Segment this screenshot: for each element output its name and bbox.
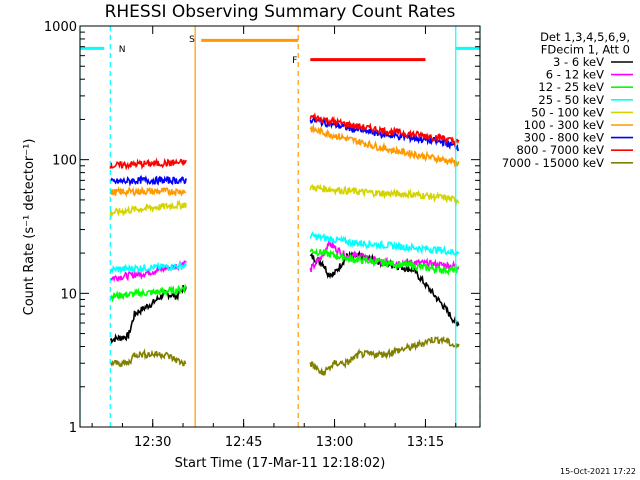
plot-frame	[79, 25, 481, 428]
legend-label-3: 12 - 25 keV	[538, 80, 604, 94]
y-tick-label-3: 100	[52, 154, 77, 169]
legend-label-8: 800 - 7000 keV	[516, 143, 604, 157]
legend-label-2: 6 - 12 keV	[546, 68, 604, 82]
x-axis-label: Start Time (17-Mar-11 12:18:02)	[175, 456, 386, 471]
x-tick-label-3: 13:00	[316, 435, 353, 450]
flag-s: S	[189, 35, 195, 45]
footer-date: 15-Oct-2021 17:22	[560, 467, 636, 476]
series-line-4	[109, 231, 460, 275]
series-line-6	[109, 123, 460, 198]
axes: 12:30 12:45 13:00 13:15 1 10 100 1000	[44, 20, 480, 450]
legend-label-9: 7000 - 15000 keV	[502, 156, 604, 170]
legend-header-2: FDecim 1, Att 0	[541, 43, 630, 57]
legend-label-1: 3 - 6 keV	[553, 55, 604, 69]
y-tick-label-2: 10	[60, 287, 77, 302]
legend-header-1: Det 1,3,4,5,6,9,	[540, 30, 630, 44]
x-tick-label-1: 12:30	[134, 435, 171, 450]
legend-label-6: 100 - 300 keV	[524, 118, 604, 132]
legend: Det 1,3,4,5,6,9,FDecim 1, Att 03 - 6 keV…	[502, 30, 633, 170]
x-tick-label-4: 13:15	[407, 435, 444, 450]
y-tick-label-4: 1000	[44, 20, 77, 35]
flag-n: N	[119, 45, 126, 55]
y-tick-label-1: 1	[69, 421, 77, 436]
series-line-5	[109, 183, 460, 219]
series-line-9	[109, 335, 460, 376]
series-line-7	[109, 114, 460, 187]
legend-label-4: 25 - 50 keV	[538, 93, 604, 107]
x-tick-label-2: 12:45	[225, 435, 262, 450]
series-line-8	[109, 112, 460, 171]
legend-label-5: 50 - 100 keV	[531, 105, 604, 119]
series-line-3	[109, 247, 460, 303]
plot-area: N S F	[79, 26, 481, 427]
y-axis-label: Count Rate (s⁻¹ detector⁻¹)	[22, 139, 37, 316]
chart-title: RHESSI Observing Summary Count Rates	[105, 2, 456, 22]
legend-label-7: 300 - 800 keV	[524, 131, 604, 145]
flag-f: F	[292, 56, 297, 66]
